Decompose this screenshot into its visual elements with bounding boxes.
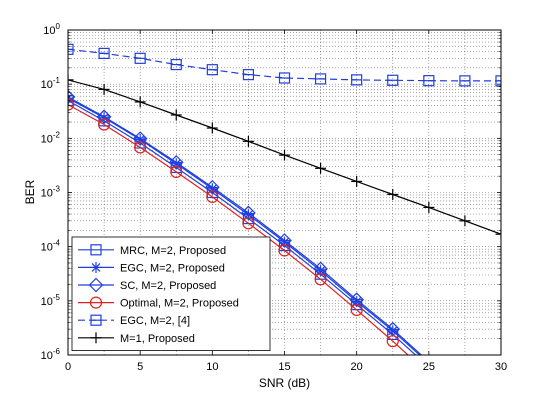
legend-marker [89, 296, 103, 309]
data-point [314, 273, 327, 286]
legend-marker [90, 314, 102, 326]
y-axis-label: BER [23, 179, 37, 204]
x-tick-label: 15 [278, 361, 290, 373]
x-tick-label: 30 [495, 361, 507, 373]
legend-label: SC, M=2, Proposed [120, 280, 216, 292]
legend-label: EGC, M=2, [4] [120, 315, 190, 327]
data-point [241, 205, 256, 221]
series-6 [68, 74, 501, 240]
data-point [98, 83, 110, 95]
data-point [387, 74, 399, 86]
data-point [96, 109, 112, 125]
x-tick-label: 10 [206, 361, 218, 373]
data-point [170, 58, 182, 71]
legend-item: Optimal, M=2, Proposed [78, 296, 239, 310]
x-tick-label: 0 [65, 361, 71, 373]
data-point [459, 215, 471, 227]
data-point [350, 303, 363, 317]
x-tick-label: 5 [137, 361, 143, 373]
data-point [313, 261, 328, 277]
data-point [168, 155, 184, 170]
legend-item: EGC, M=2, Proposed [78, 261, 225, 274]
data-point [206, 190, 219, 203]
legend-marker [88, 277, 104, 293]
data-point [170, 109, 182, 121]
plot-frame [67, 29, 502, 356]
data-point [242, 69, 255, 81]
x-axis-label: SNR (dB) [259, 376, 310, 390]
y-tick-label: 10-1 [41, 76, 61, 91]
data-point [315, 162, 327, 174]
y-tick-label: 10-2 [41, 130, 61, 145]
data-point [206, 64, 218, 76]
legend-item: SC, M=2, Proposed [78, 277, 216, 293]
data-point [278, 244, 291, 257]
data-point [423, 75, 435, 87]
y-tick-label: 100 [43, 22, 60, 37]
y-tick-label: 10-3 [41, 185, 61, 200]
legend-item: M=1, Proposed [78, 332, 195, 345]
legend-label: EGC, M=2, Proposed [120, 262, 225, 274]
legend-label: MRC, M=2, Proposed [120, 245, 226, 257]
legend-marker [90, 261, 102, 273]
data-point [98, 47, 110, 59]
data-point [459, 75, 471, 87]
data-point [134, 52, 146, 64]
series-3 [68, 89, 430, 355]
data-point [495, 75, 501, 87]
data-point [277, 233, 292, 248]
legend-label: Optimal, M=2, Proposed [120, 298, 239, 310]
y-tick-label: 10-6 [41, 347, 61, 362]
data-point [351, 74, 363, 86]
data-point [68, 43, 74, 55]
series-2 [68, 92, 421, 355]
legend-box [71, 236, 271, 351]
data-point [314, 73, 327, 85]
data-point [386, 335, 399, 348]
y-tick-label: 10-5 [41, 293, 61, 308]
data-point [349, 292, 365, 308]
series-line [68, 104, 409, 355]
data-point [495, 228, 501, 240]
x-tick-label: 20 [351, 361, 363, 373]
series-4 [68, 98, 409, 355]
series-line [68, 96, 423, 355]
data-point [68, 98, 75, 111]
legend-marker [90, 244, 102, 256]
data-point [97, 118, 111, 131]
x-tick-label: 25 [423, 361, 435, 373]
series-layer [68, 43, 501, 355]
data-point [134, 96, 146, 108]
legend-label: M=1, Proposed [120, 333, 195, 345]
legend-marker [90, 332, 102, 344]
data-point [132, 131, 148, 146]
data-point [242, 135, 254, 147]
data-point [206, 122, 218, 134]
data-point [423, 201, 435, 213]
series-5 [68, 43, 501, 87]
data-point [351, 175, 363, 187]
data-point [279, 149, 290, 161]
legend: MRC, M=2, Proposed EGC, M=2, Proposed SC, … [71, 236, 271, 351]
data-point [387, 188, 399, 200]
data-point [68, 89, 76, 105]
legend-item: MRC, M=2, Proposed [78, 244, 226, 257]
data-point [242, 217, 255, 230]
data-point [170, 165, 183, 179]
data-point [278, 72, 291, 84]
y-tick-label: 10-4 [41, 239, 61, 254]
data-point [134, 141, 147, 154]
legend-item: EGC, M=2, [4] [78, 314, 190, 327]
data-point [204, 179, 220, 195]
data-point [68, 74, 74, 86]
